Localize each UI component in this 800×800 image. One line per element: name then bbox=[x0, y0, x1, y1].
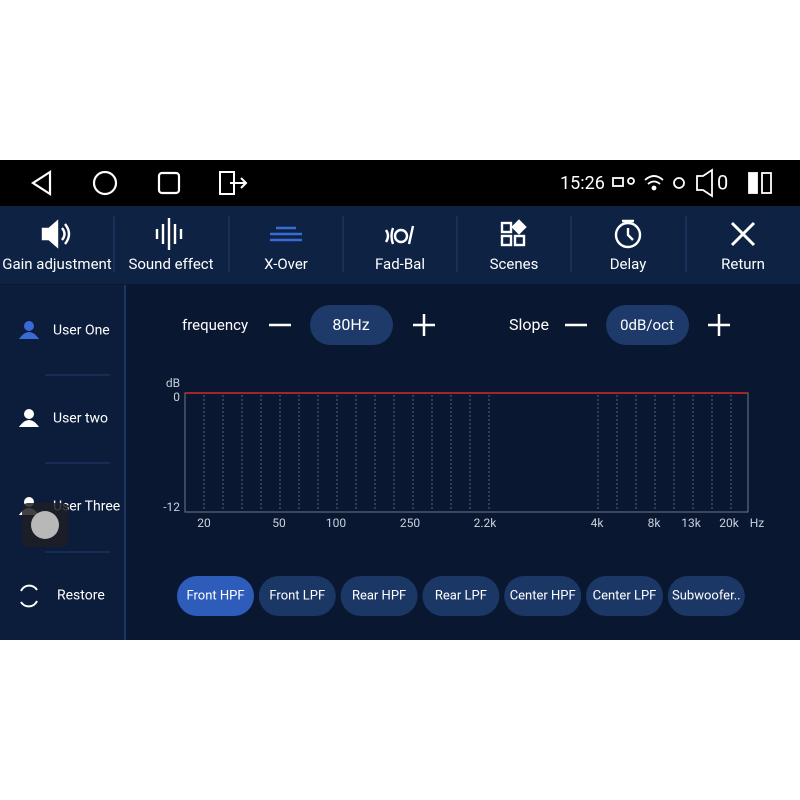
sidebar-icon bbox=[18, 321, 40, 339]
tab-label[interactable]: Gain adjustment bbox=[2, 255, 112, 273]
tab-label[interactable]: Scenes bbox=[490, 255, 539, 273]
x-label: 100 bbox=[326, 516, 346, 530]
channel-label[interactable]: Front HPF bbox=[186, 588, 244, 603]
split-button[interactable] bbox=[219, 171, 248, 195]
tab-label[interactable]: Sound effect bbox=[128, 255, 213, 273]
channel-button[interactable] bbox=[258, 576, 336, 616]
channel-button[interactable] bbox=[422, 576, 500, 616]
tab-label[interactable]: X-Over bbox=[264, 255, 308, 273]
back-button[interactable] bbox=[30, 169, 52, 197]
x-label: 8k bbox=[648, 516, 662, 530]
tab-icon bbox=[41, 219, 71, 249]
channel-label[interactable]: Rear LPF bbox=[435, 588, 487, 603]
x-label: 13k bbox=[681, 516, 701, 530]
x-label: 4k bbox=[591, 516, 605, 530]
sidebar-item[interactable]: Restore bbox=[57, 588, 105, 604]
frequency-value: 80Hz bbox=[332, 315, 369, 334]
y-label: -12 bbox=[163, 500, 180, 514]
channel-button[interactable] bbox=[504, 576, 582, 616]
slope-value: 0dB/oct bbox=[620, 316, 674, 334]
frequency-plus[interactable] bbox=[413, 314, 435, 336]
frequency-pill bbox=[310, 305, 393, 345]
channel-label[interactable]: Front LPF bbox=[269, 588, 325, 603]
sidebar-icon bbox=[18, 409, 40, 427]
frequency-label: frequency bbox=[182, 316, 248, 334]
channel-button[interactable] bbox=[340, 576, 418, 616]
x-label: 50 bbox=[272, 516, 286, 530]
y-unit: dB bbox=[166, 376, 180, 390]
tab-label[interactable]: Return bbox=[721, 255, 765, 273]
clock: 15:26 bbox=[560, 173, 605, 194]
volume-level: 0 bbox=[717, 170, 728, 194]
sidebar-item[interactable]: User One bbox=[53, 323, 110, 339]
recents-button[interactable] bbox=[157, 171, 181, 195]
tab-label[interactable]: Delay bbox=[610, 255, 647, 273]
channel-button[interactable] bbox=[177, 576, 254, 616]
floating-button[interactable] bbox=[31, 511, 59, 539]
sidebar-item[interactable]: User Three bbox=[53, 499, 120, 515]
x-label: 20k bbox=[719, 516, 739, 530]
channel-button[interactable] bbox=[586, 576, 663, 616]
channel-label[interactable]: Center HPF bbox=[510, 588, 576, 603]
x-label: 20 bbox=[197, 516, 211, 530]
x-label: 2.2k bbox=[474, 516, 498, 530]
sidebar-item[interactable]: User two bbox=[53, 411, 108, 427]
slope-plus[interactable] bbox=[708, 314, 730, 336]
slope-pill bbox=[606, 305, 689, 345]
slope-label: Slope bbox=[509, 315, 549, 334]
tab-bar bbox=[0, 206, 800, 284]
channel-label[interactable]: Subwoofer.. bbox=[672, 588, 741, 603]
x-unit: Hz bbox=[750, 516, 765, 530]
home-button[interactable] bbox=[92, 170, 118, 196]
channel-button[interactable] bbox=[667, 576, 745, 616]
tab-icon bbox=[614, 219, 642, 249]
tab-label[interactable]: Fad-Bal bbox=[375, 255, 425, 273]
channel-label[interactable]: Rear HPF bbox=[352, 588, 406, 603]
x-label: 250 bbox=[400, 516, 420, 530]
y-label: 0 bbox=[173, 390, 180, 404]
tab-icon bbox=[155, 218, 183, 250]
tab-icon bbox=[384, 225, 415, 245]
status-bar bbox=[0, 160, 800, 206]
tab-icon bbox=[500, 219, 527, 247]
channel-label[interactable]: Center LPF bbox=[593, 588, 657, 603]
tab-icon bbox=[270, 226, 302, 242]
sidebar-icon bbox=[20, 584, 38, 608]
status-icons bbox=[612, 168, 772, 198]
tab-icon bbox=[730, 221, 756, 247]
